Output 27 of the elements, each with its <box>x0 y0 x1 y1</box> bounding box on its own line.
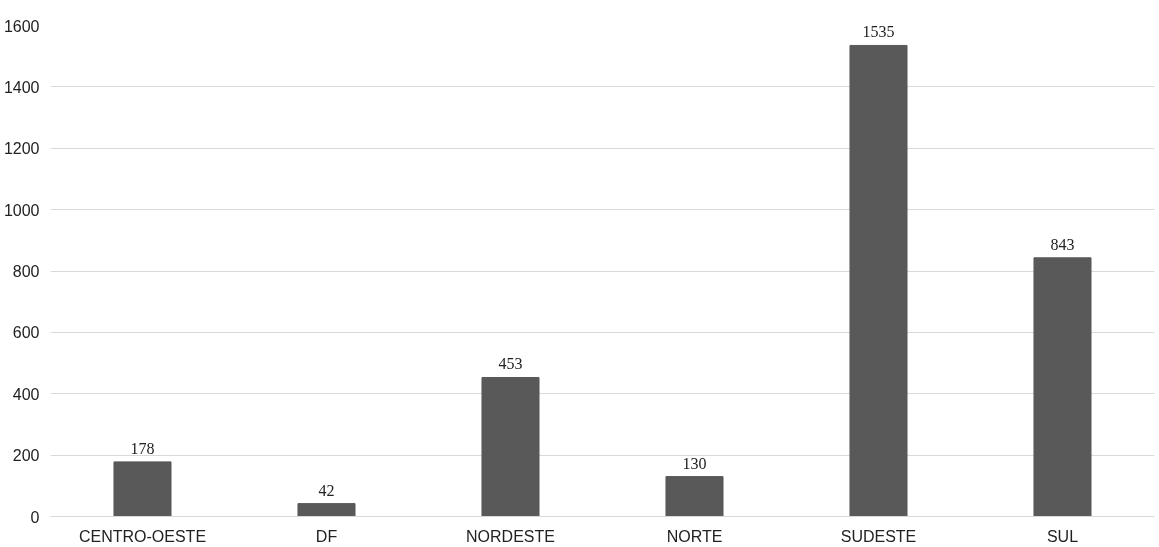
y-tick-label: 1000 <box>3 201 40 219</box>
bar <box>665 476 724 517</box>
y-tick-label: 1400 <box>3 78 40 96</box>
y-tick-label: 800 <box>12 263 40 280</box>
x-tick-label: DF <box>315 527 338 545</box>
y-tick-label: 1600 <box>3 17 40 35</box>
y-tick-label: 400 <box>12 385 40 403</box>
y-tick-label: 200 <box>12 447 40 465</box>
x-tick-label: CENTRO-OESTE <box>78 527 207 545</box>
x-tick-label: SUDESTE <box>840 527 917 545</box>
data-label: 178 <box>130 439 155 457</box>
x-tick-label: SUL <box>1046 527 1079 545</box>
data-label: 42 <box>318 481 335 499</box>
y-tick-label: 600 <box>12 324 40 342</box>
bar <box>1033 257 1092 517</box>
bar <box>481 376 540 517</box>
x-tick-label: NORDESTE <box>466 527 555 545</box>
data-label: 843 <box>1050 235 1075 253</box>
bar <box>113 461 172 517</box>
x-tick-label: NORTE <box>666 527 723 545</box>
y-tick-label: 0 <box>30 508 40 526</box>
y-tick-label: 1200 <box>3 140 40 158</box>
bar <box>297 503 356 517</box>
data-label: 453 <box>498 355 523 373</box>
data-label: 1535 <box>862 23 895 41</box>
data-label: 130 <box>682 454 707 472</box>
bar <box>849 44 908 517</box>
